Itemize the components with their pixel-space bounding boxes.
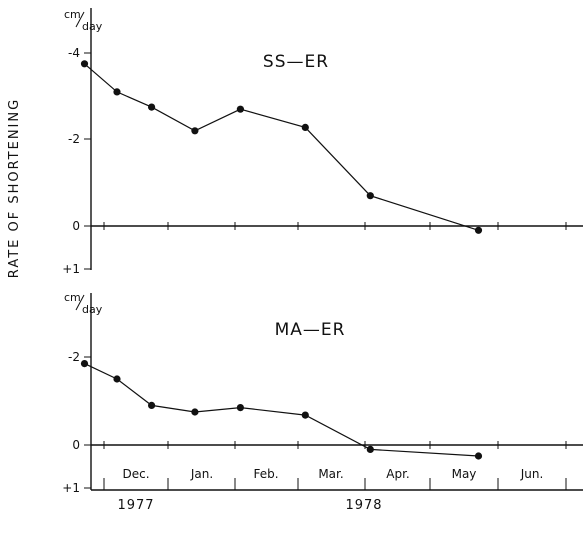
month-label: Apr. <box>386 467 409 481</box>
y-tick-label: -2 <box>68 132 80 146</box>
unit-label-day: day <box>82 303 103 316</box>
data-point <box>367 192 374 199</box>
month-label: Jan. <box>190 467 213 481</box>
panel-ma-er: cm day MA—ER -2 0 +1 <box>62 291 583 495</box>
data-point <box>113 88 120 95</box>
y-tick-label: +1 <box>62 481 80 495</box>
data-point <box>475 227 482 234</box>
unit-label-cm: cm <box>64 8 81 21</box>
series-title-ss-er: SS—ER <box>263 52 329 72</box>
month-label: May <box>452 467 477 481</box>
y-axis-title: RATE OF SHORTENING <box>7 98 22 278</box>
series-ss-er <box>81 60 482 234</box>
data-point <box>191 408 198 415</box>
month-label: Jun. <box>520 467 544 481</box>
month-label: Feb. <box>253 467 278 481</box>
unit-label-cm: cm <box>64 291 81 304</box>
y-ticks-ss-er: -4 -2 0 +1 <box>62 46 91 276</box>
y-tick-label: +1 <box>62 262 80 276</box>
data-point <box>367 446 374 453</box>
series-line <box>85 364 479 456</box>
data-point <box>302 124 309 131</box>
data-point <box>113 375 120 382</box>
series-line <box>85 64 479 231</box>
y-tick-label: -2 <box>68 350 80 364</box>
y-tick-label: -4 <box>68 46 80 60</box>
data-point <box>148 104 155 111</box>
series-title-ma-er: MA—ER <box>275 320 346 340</box>
year-label-1978: 1978 <box>345 498 382 513</box>
data-point <box>475 452 482 459</box>
y-tick-label: 0 <box>72 219 80 233</box>
unit-label-day: day <box>82 20 103 33</box>
month-label: Mar. <box>318 467 343 481</box>
y-tick-label: 0 <box>72 438 80 452</box>
data-point <box>81 60 88 67</box>
data-point <box>191 127 198 134</box>
panel-ss-er: cm day SS—ER -4 -2 0 +1 <box>62 8 583 276</box>
data-point <box>237 404 244 411</box>
month-label: Dec. <box>122 467 149 481</box>
data-point <box>81 360 88 367</box>
year-label-1977: 1977 <box>117 498 154 513</box>
data-point <box>302 412 309 419</box>
data-point <box>237 106 244 113</box>
data-point <box>148 402 155 409</box>
month-labels: Dec. Jan. Feb. Mar. Apr. May Jun. <box>122 467 543 481</box>
y-ticks-ma-er: -2 0 +1 <box>62 350 91 495</box>
